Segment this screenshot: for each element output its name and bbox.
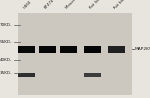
Text: 70KD-: 70KD- [0,23,12,27]
Bar [84,73,101,77]
Bar [39,46,56,53]
Bar [60,46,77,53]
Text: Rat kidney: Rat kidney [113,0,130,10]
Text: BT474: BT474 [44,0,55,10]
Bar [18,73,35,77]
Bar [18,46,35,53]
Text: Mouse liver: Mouse liver [65,0,83,10]
Text: 35KD-: 35KD- [0,71,12,75]
Text: Rat liver: Rat liver [89,0,103,10]
Text: 55KD-: 55KD- [0,40,12,44]
Bar [18,13,132,95]
Text: H460: H460 [23,0,33,10]
Bar [84,46,101,53]
Text: 40KD-: 40KD- [0,59,12,63]
Bar [108,46,125,53]
Text: MAP2K5: MAP2K5 [135,47,150,51]
